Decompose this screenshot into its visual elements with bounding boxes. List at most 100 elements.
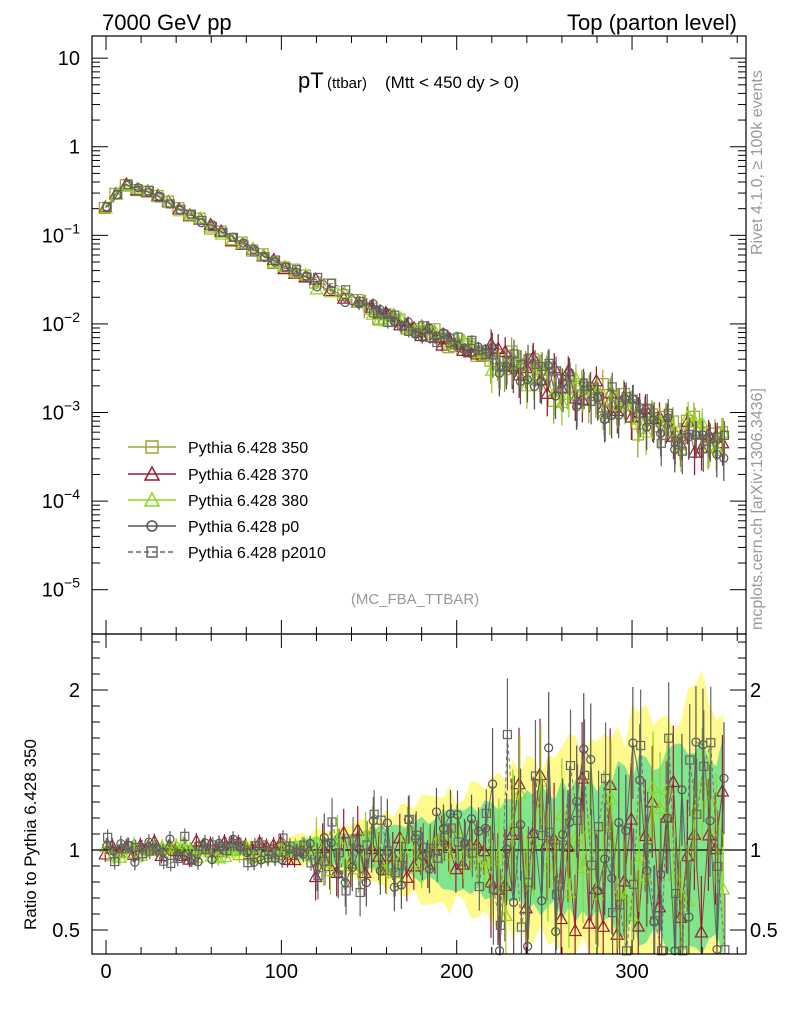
ratio-point-circle bbox=[319, 833, 329, 843]
ratio-point-triangle bbox=[533, 767, 548, 781]
ratio-point-triangle bbox=[568, 830, 583, 844]
data-point-square bbox=[621, 392, 631, 402]
ratio-point-triangle bbox=[406, 858, 421, 872]
ratio-point-square bbox=[615, 900, 625, 910]
ratio-point-triangle bbox=[379, 863, 394, 877]
ratio-point-square bbox=[699, 761, 709, 771]
data-point-square bbox=[719, 430, 730, 440]
ratio-point-triangle bbox=[323, 863, 338, 877]
data-point-square bbox=[327, 278, 337, 288]
ratio-point-square bbox=[299, 840, 309, 850]
data-point-square bbox=[313, 272, 323, 283]
data-point-square bbox=[446, 338, 456, 348]
ratio-point-square bbox=[460, 840, 470, 850]
ratio-y-label: Ratio to Pythia 6.428 350 bbox=[21, 739, 40, 930]
data-point-square bbox=[453, 332, 463, 342]
ratio-point-triangle bbox=[715, 783, 730, 797]
ratio-point-triangle bbox=[176, 836, 191, 850]
ratio-point-triangle bbox=[674, 886, 689, 900]
ratio-point-circle bbox=[656, 869, 666, 880]
data-point-triangle bbox=[568, 371, 583, 385]
ratio-point-triangle bbox=[316, 854, 331, 868]
data-point-square bbox=[558, 384, 568, 394]
data-point-square bbox=[369, 308, 379, 318]
ratio-point-square bbox=[495, 920, 505, 930]
ratio-point-circle bbox=[572, 796, 582, 807]
ratio-point-square bbox=[593, 822, 604, 832]
data-point-square bbox=[134, 185, 144, 196]
plot-title-main: pT bbox=[298, 68, 324, 93]
ratio-y-tick-label-right: 0.5 bbox=[750, 920, 778, 942]
y-tick-label: 10−5 bbox=[42, 575, 80, 602]
data-point-square bbox=[218, 227, 228, 237]
ratio-y-tick-label-left: 2 bbox=[69, 680, 80, 702]
ratio-point-square bbox=[271, 848, 281, 858]
data-point-square bbox=[677, 446, 687, 456]
ratio-point-square bbox=[110, 856, 120, 867]
y-tick-label: 10−4 bbox=[42, 486, 80, 513]
ratio-point-triangle bbox=[476, 843, 491, 857]
data-point-square bbox=[663, 408, 673, 418]
ratio-point-circle bbox=[375, 866, 385, 876]
ratio-point-circle bbox=[579, 744, 589, 754]
ratio-point-square bbox=[243, 858, 253, 868]
ratio-point-triangle bbox=[632, 848, 647, 862]
data-point-square bbox=[635, 409, 645, 419]
legend-label-p0: Pythia 6.428 p0 bbox=[188, 519, 299, 536]
ratio-point-circle bbox=[165, 834, 175, 844]
y-tick-exponent: −5 bbox=[64, 575, 80, 591]
data-point-square bbox=[102, 202, 112, 212]
ratio-point-triangle bbox=[106, 848, 121, 862]
ratio-axis-ticks: 0.5 0.5 1 1 2 2 bbox=[52, 634, 778, 954]
ratio-point-triangle bbox=[407, 843, 422, 857]
ratio-point-triangle bbox=[617, 873, 632, 887]
data-point-square bbox=[260, 252, 270, 262]
ratio-point-square bbox=[313, 870, 323, 881]
analysis-tag: (MC_FBA_TTBAR) bbox=[351, 591, 479, 608]
ratio-point-triangle bbox=[561, 885, 576, 898]
ratio-point-square bbox=[341, 886, 351, 896]
data-point-square bbox=[712, 432, 722, 442]
ratio-point-square bbox=[236, 840, 246, 850]
ratio-point-circle bbox=[417, 851, 428, 861]
data-point-triangle bbox=[540, 386, 555, 399]
ratio-series-line bbox=[106, 741, 725, 951]
ratio-point-triangle bbox=[280, 852, 295, 865]
y-tick-exponent: −2 bbox=[64, 309, 80, 325]
ratio-point-square bbox=[481, 808, 491, 818]
data-point-square bbox=[481, 349, 491, 359]
ratio-y-tick-label-right: 2 bbox=[750, 680, 761, 702]
data-point-square bbox=[239, 240, 249, 250]
data-point-square bbox=[113, 189, 123, 199]
data-point-square bbox=[649, 411, 659, 422]
data-point-square bbox=[544, 358, 554, 369]
data-point-square bbox=[705, 434, 715, 444]
header-right: Top (parton level) bbox=[567, 10, 737, 35]
ratio-point-circle bbox=[459, 838, 470, 848]
ratio-point-triangle bbox=[639, 871, 654, 884]
main-axis-ticks: 10 1 10−1 10−2 10−3 10−4 10−5 bbox=[42, 36, 746, 634]
ratio-point-square bbox=[257, 840, 267, 850]
ratio-point-triangle bbox=[225, 843, 240, 857]
data-point-square bbox=[397, 320, 407, 331]
data-point-square bbox=[551, 366, 561, 376]
ratio-point-square bbox=[439, 832, 449, 843]
data-point-square bbox=[488, 350, 498, 360]
ratio-point-square bbox=[390, 867, 400, 878]
ratio-point-triangle bbox=[364, 841, 379, 855]
ratio-point-square bbox=[152, 845, 162, 855]
ratio-point-square bbox=[187, 854, 197, 864]
ratio-point-triangle bbox=[653, 800, 668, 814]
ratio-point-triangle bbox=[120, 845, 135, 859]
ratio-point-square bbox=[369, 809, 379, 819]
ratio-point-circle bbox=[305, 838, 315, 849]
ratio-point-circle bbox=[326, 838, 336, 848]
x-tick-label: 0 bbox=[100, 961, 111, 983]
ratio-plot-frame bbox=[91, 633, 747, 955]
ratio-point-square bbox=[166, 858, 176, 868]
ratio-point-square bbox=[383, 846, 393, 856]
ratio-point-triangle bbox=[392, 830, 407, 844]
data-point-square bbox=[404, 326, 414, 336]
ratio-point-square bbox=[643, 843, 653, 853]
data-point-square bbox=[197, 215, 207, 226]
